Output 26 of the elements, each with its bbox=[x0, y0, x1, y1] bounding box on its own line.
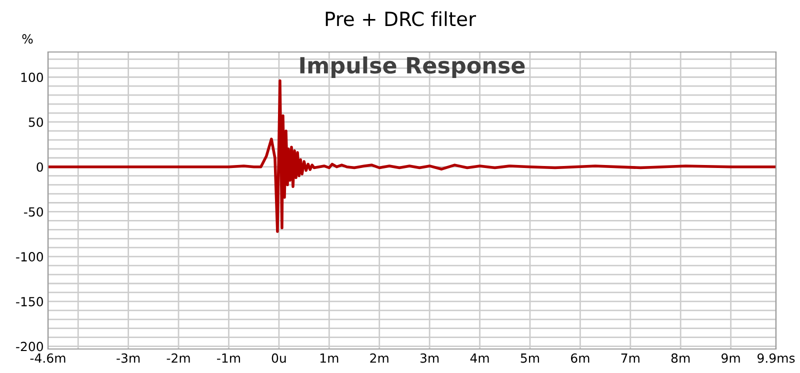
x-tick-label: 9m bbox=[722, 353, 740, 363]
y-tick-label: -50 bbox=[24, 207, 44, 217]
x-tick-label: -3m bbox=[116, 353, 140, 363]
x-tick-label: 4m bbox=[470, 354, 489, 363]
x-tick-label: 6m bbox=[571, 353, 590, 363]
x-tick-label: 3m bbox=[420, 353, 439, 363]
y-tick-label: 0 bbox=[36, 162, 44, 172]
chart-title: Pre + DRC filter bbox=[326, 11, 476, 26]
x-tick-label: 2m bbox=[370, 353, 388, 363]
x-tick-label: 1m bbox=[320, 354, 338, 363]
y-tick-label: 50 bbox=[28, 117, 44, 127]
x-tick-label: 9.9ms bbox=[758, 353, 795, 363]
y-tick-label: -150 bbox=[16, 296, 44, 306]
y-tick-label: -100 bbox=[16, 252, 44, 262]
x-tick-label: -4.6m bbox=[30, 353, 66, 363]
chart-subtitle: Impulse Response bbox=[300, 56, 525, 78]
x-tick-label: -1m bbox=[217, 354, 240, 363]
x-tick-label: 8m bbox=[671, 353, 690, 363]
x-tick-label: 7m bbox=[621, 354, 640, 363]
y-axis-title: % bbox=[22, 34, 33, 44]
line-series bbox=[48, 79, 776, 233]
x-tick-label: -2m bbox=[166, 353, 190, 363]
y-tick-label: 100 bbox=[21, 72, 44, 82]
x-tick-label: 5m bbox=[520, 354, 539, 363]
y-tick-label: -200 bbox=[16, 342, 44, 352]
x-tick-label: 0u bbox=[272, 353, 286, 363]
